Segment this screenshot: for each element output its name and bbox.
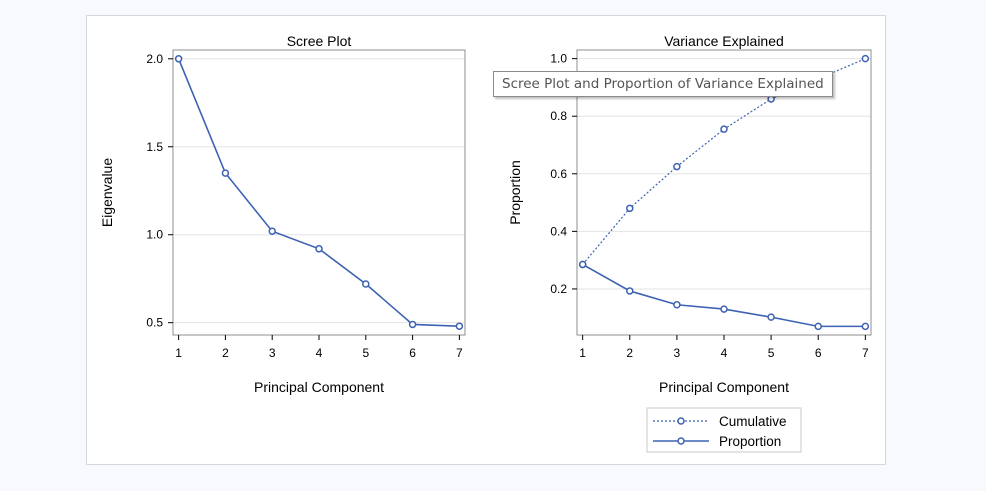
y-tick-label: 1.0 xyxy=(550,52,567,66)
data-point xyxy=(174,55,183,63)
data-point xyxy=(720,125,728,133)
x-tick-label: 7 xyxy=(456,346,463,360)
data-point xyxy=(626,287,634,295)
data-point xyxy=(578,260,587,269)
x-tick-label: 7 xyxy=(862,346,869,360)
y-tick-label: 0.4 xyxy=(550,224,567,238)
x-tick-label: 6 xyxy=(815,346,822,360)
x-tick-label: 3 xyxy=(674,346,681,360)
chart-title: Variance Explained xyxy=(664,33,784,49)
data-point xyxy=(408,320,417,329)
y-tick-label: 0.8 xyxy=(550,109,567,123)
y-tick-label: 1.5 xyxy=(146,140,163,154)
x-tick-label: 4 xyxy=(721,346,728,360)
data-point xyxy=(673,301,681,309)
charts-canvas: 0.5 1.0 1.5 2.0 1 2 3 4 5 6 7 Scree Plot Principal C… xyxy=(99,33,872,453)
series-line-proportion xyxy=(582,263,866,328)
x-tick-label: 5 xyxy=(362,346,369,360)
chart-title: Scree Plot xyxy=(287,33,352,49)
x-axis-label: Principal Component xyxy=(659,379,789,395)
x-tick-label: 1 xyxy=(175,346,182,360)
data-point xyxy=(673,162,681,171)
x-tick-label: 1 xyxy=(579,346,586,360)
plot-area xyxy=(172,49,466,336)
legend-swatch-marker xyxy=(677,437,685,445)
legend-label: Cumulative xyxy=(719,414,787,429)
tooltip: Scree Plot and Proportion of Variance Ex… xyxy=(493,71,833,97)
legend-box xyxy=(646,407,802,453)
data-point xyxy=(268,227,276,235)
data-point xyxy=(814,322,822,331)
x-tick-label: 3 xyxy=(269,346,276,360)
y-tick-label: 0.2 xyxy=(550,282,567,296)
x-tick-label: 4 xyxy=(316,346,323,360)
legend-label: Proportion xyxy=(719,434,781,449)
y-tick-label: 0.5 xyxy=(146,316,163,330)
data-point xyxy=(626,204,634,213)
data-point xyxy=(455,322,464,330)
y-tick-label: 0.6 xyxy=(550,167,567,181)
data-point xyxy=(767,313,775,321)
data-point xyxy=(315,245,323,253)
data-point xyxy=(861,54,870,63)
x-tick-label: 6 xyxy=(409,346,416,360)
data-point xyxy=(362,280,370,288)
y-axis-label: Eigenvalue xyxy=(99,158,115,227)
x-tick-label: 5 xyxy=(768,346,775,360)
x-tick-label: 2 xyxy=(626,346,633,360)
y-axis-label: Proportion xyxy=(507,160,523,225)
y-tick-label: 1.0 xyxy=(146,228,163,242)
y-tick-label: 2.0 xyxy=(146,52,163,66)
x-axis-label: Principal Component xyxy=(254,379,384,395)
x-tick-label: 2 xyxy=(222,346,229,360)
series-line-eigenvalue xyxy=(177,58,460,328)
data-point xyxy=(861,322,870,331)
data-point xyxy=(720,305,728,313)
data-point xyxy=(221,169,230,177)
legend-swatch-marker xyxy=(677,417,685,425)
